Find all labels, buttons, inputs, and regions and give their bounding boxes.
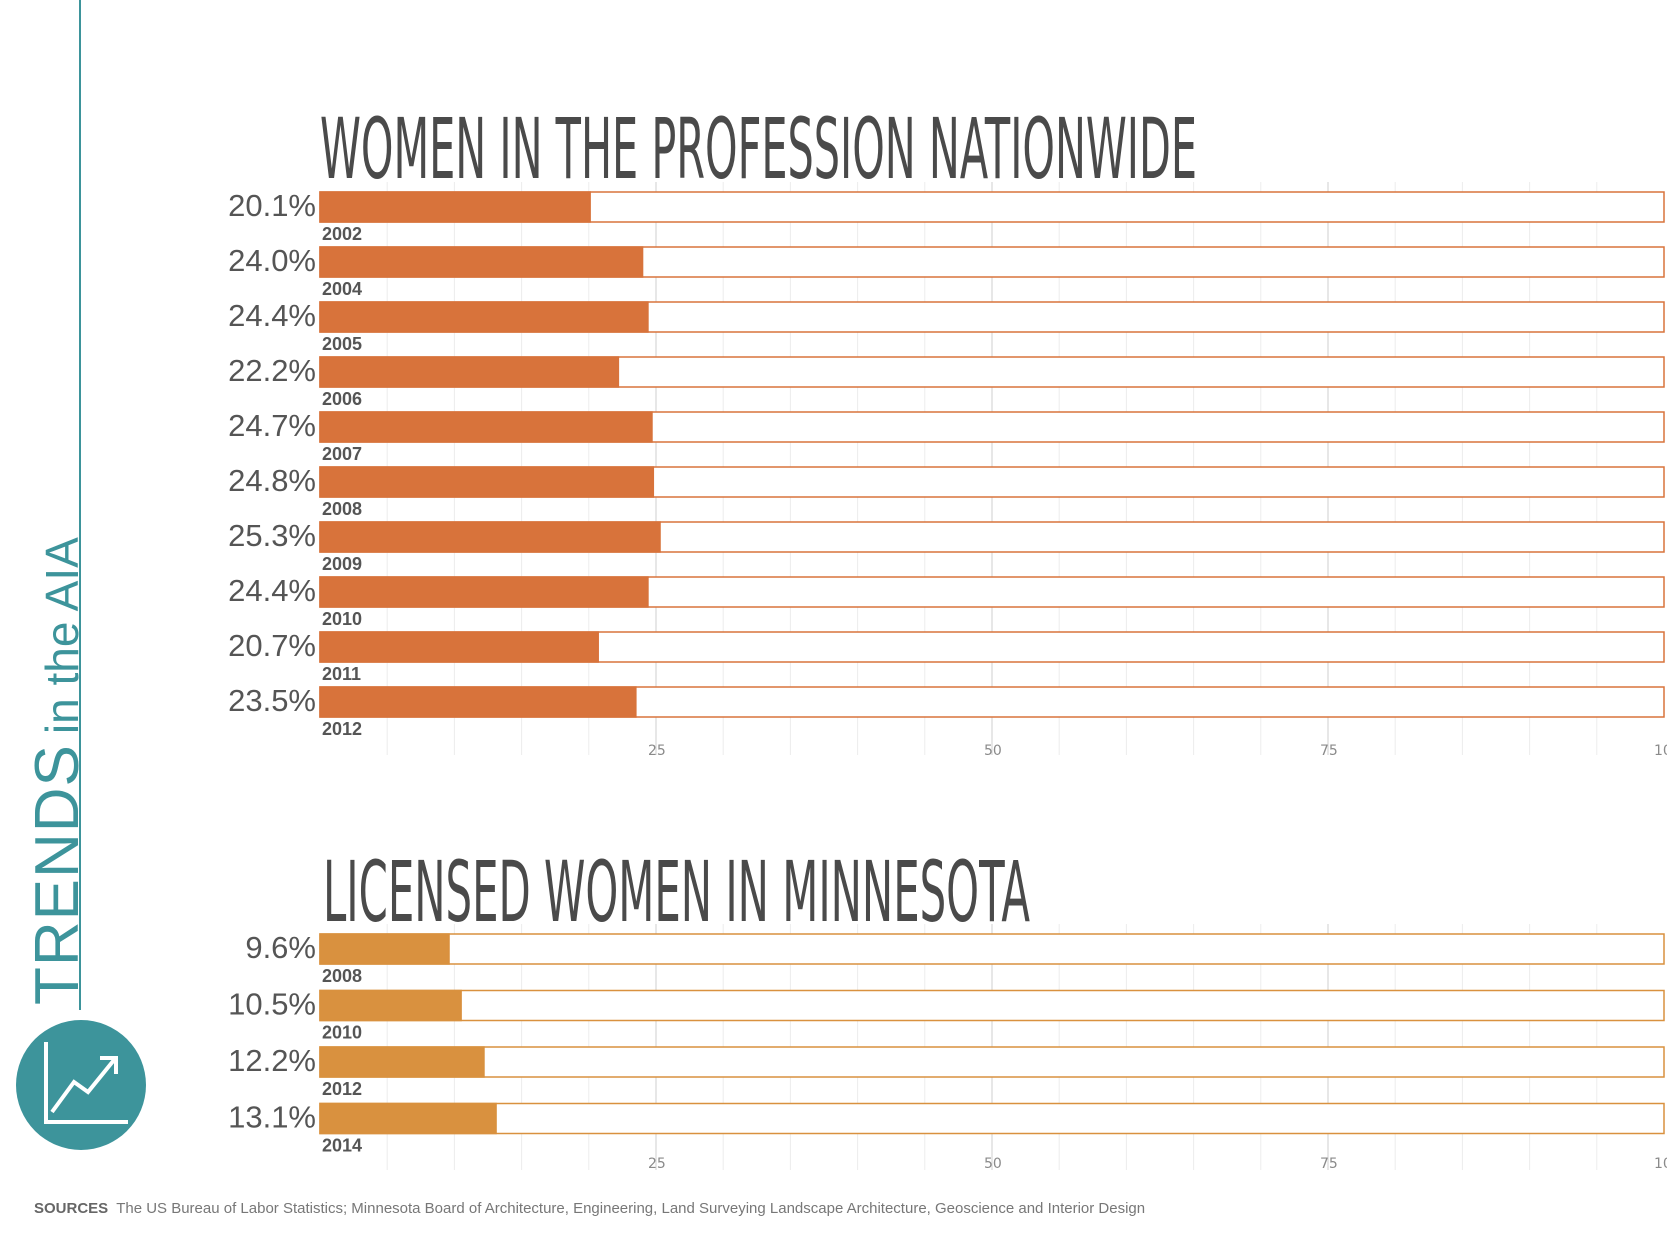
tick-label: 25 [648, 743, 666, 759]
bar-value-label: 24.4% [228, 298, 316, 333]
bar-category-label: 2006 [322, 389, 362, 409]
bar-category-label: 2008 [322, 499, 362, 519]
sidebar-divider-line [79, 0, 81, 1010]
tick-label: 75 [1320, 1156, 1338, 1172]
tick-label: 50 [984, 743, 1002, 759]
bar [319, 356, 620, 388]
bar-category-label: 2004 [322, 279, 362, 299]
bar-category-label: 2007 [322, 444, 362, 464]
bar [319, 989, 462, 1022]
tick-label: 75 [1320, 743, 1338, 759]
bar-value-label: 12.2% [228, 1043, 316, 1078]
bar-value-label: 24.8% [228, 463, 316, 498]
chart-title-nationwide: WOMEN IN THE PROFESSION NATIONWIDE [320, 100, 1197, 198]
bar-track [319, 1102, 1665, 1135]
bar-value-label: 23.5% [228, 683, 316, 718]
bar-value-label: 10.5% [228, 987, 316, 1022]
bar-value-label: 25.3% [228, 518, 316, 553]
sources-label: SOURCES [34, 1200, 109, 1217]
bar-category-label: 2014 [322, 1136, 362, 1156]
bar-value-label: 9.6% [245, 930, 316, 965]
bar-category-label: 2012 [322, 719, 362, 739]
bar [319, 631, 599, 663]
chart-title-minnesota: LICENSED WOMEN IN MINNESOTA [323, 843, 1030, 941]
bar [319, 411, 653, 443]
bar-category-label: 2010 [322, 609, 362, 629]
bar-value-label: 22.2% [228, 353, 316, 388]
bar-value-label: 24.0% [228, 243, 316, 278]
bar-value-label: 24.7% [228, 408, 316, 443]
bar [319, 576, 649, 608]
bar [319, 191, 591, 223]
bar-category-label: 2008 [322, 966, 362, 986]
bar-value-label: 20.1% [228, 188, 316, 223]
bar-track [319, 1046, 1665, 1078]
bar-category-label: 2002 [322, 224, 362, 244]
trend-chart-icon [44, 1042, 128, 1124]
bar [319, 466, 655, 498]
bar-value-label: 20.7% [228, 628, 316, 663]
bar [319, 933, 450, 965]
bar [319, 521, 661, 553]
bar [319, 246, 644, 278]
tick-label: 50 [984, 1156, 1002, 1172]
tick-label: 100 [1654, 1156, 1667, 1172]
bar-value-label: 13.1% [228, 1100, 316, 1135]
bar [319, 1046, 485, 1078]
bar [319, 1102, 497, 1135]
bar-category-label: 2005 [322, 334, 362, 354]
bar [319, 301, 649, 333]
bar-category-label: 2009 [322, 554, 362, 574]
trend-badge [16, 1020, 146, 1150]
bar-track [319, 989, 1665, 1022]
bar-value-label: 24.4% [228, 573, 316, 608]
bar-category-label: 2012 [322, 1079, 362, 1099]
bar-track [319, 933, 1665, 965]
tick-label: 25 [648, 1156, 666, 1172]
sources-text: The US Bureau of Labor Statistics; Minne… [116, 1200, 1146, 1217]
bar-category-label: 2010 [322, 1023, 362, 1043]
tick-label: 100 [1654, 743, 1667, 759]
sources-note: SOURCES The US Bureau of Labor Statistics… [34, 1200, 1145, 1217]
bar [319, 686, 637, 718]
bar-category-label: 2011 [322, 664, 361, 684]
